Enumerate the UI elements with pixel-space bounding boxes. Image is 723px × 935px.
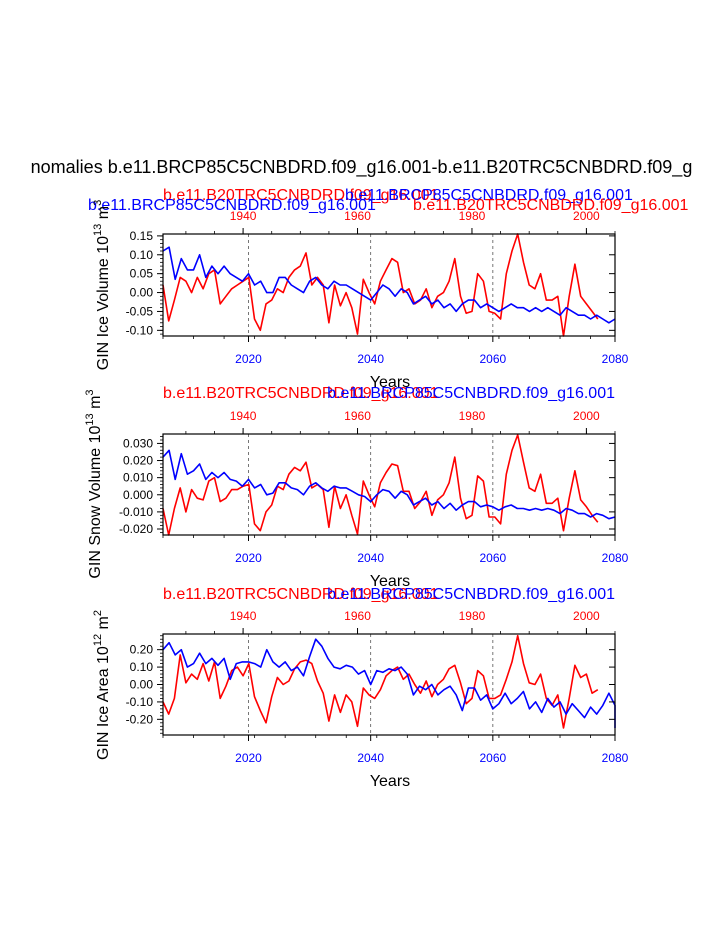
- panel-label-blue: b.e11.BRCP85C5CNBDRD.f09_g16.001: [327, 385, 615, 402]
- y-tick-label: -0.020: [119, 522, 153, 536]
- top-label-red-right: b.e11.B20TRC5CNBDRD.f09_g16.001: [413, 197, 689, 214]
- y-label-unit: m: [95, 616, 112, 634]
- x-top-tick-label: 2000: [573, 209, 600, 223]
- y-tick-label: 0.05: [130, 267, 154, 281]
- y-tick-label: 0.10: [130, 660, 154, 674]
- y-tick-label: 0.030: [123, 436, 153, 450]
- series-line-red: [162, 434, 599, 536]
- x-bottom-tick-label: 2080: [602, 352, 629, 366]
- x-bottom-tick-label: 2060: [479, 352, 506, 366]
- x-bottom-tick-label: 2060: [479, 551, 506, 565]
- x-axis-label: Years: [370, 374, 410, 391]
- series-line-blue: [162, 449, 616, 520]
- x-axis-label: Years: [370, 573, 410, 590]
- top-label-blue: b.e11.BRCP85C5CNBDRD.f09_g16.001: [88, 197, 376, 214]
- y-tick-label: 0.20: [130, 643, 154, 657]
- x-top-tick-label: 1960: [344, 609, 371, 623]
- x-top-tick-label: 1980: [459, 609, 486, 623]
- x-top-tick-label: 1980: [459, 209, 486, 223]
- y-tick-label: -0.10: [126, 323, 154, 337]
- y-label-exponent: 13: [84, 413, 96, 425]
- ice-volume-panel: 0.15 0.10 0.05 0.00 -0.05 -0.10 2020 2040 2060 20…: [92, 200, 629, 391]
- y-label-unit: m: [87, 396, 104, 414]
- y-label-unit-exponent: 2: [92, 610, 104, 616]
- series-line-blue: [162, 246, 616, 324]
- y-label-text: GIN Ice Volume 10: [95, 236, 112, 370]
- x-top-tick-label: 1940: [230, 409, 257, 423]
- x-top-tick-label: 1940: [230, 209, 257, 223]
- panel-label-blue: b.e11.BRCP85C5CNBDRD.f09_g16.001: [327, 586, 615, 603]
- x-top-tick-label: 1960: [344, 409, 371, 423]
- x-bottom-tick-label: 2020: [235, 551, 262, 565]
- y-tick-label: 0.10: [130, 248, 154, 262]
- x-bottom-tick-label: 2040: [357, 551, 384, 565]
- y-axis-label: GIN Snow Volume 1013 m3: [84, 389, 104, 578]
- y-tick-label: -0.010: [119, 505, 153, 519]
- y-tick-label: 0.010: [123, 471, 153, 485]
- x-bottom-tick-label: 2020: [235, 751, 262, 765]
- y-label-exponent: 12: [92, 634, 104, 646]
- x-top-tick-label: 2000: [573, 609, 600, 623]
- y-tick-label: -0.10: [126, 695, 154, 709]
- panel-label-red: b.e11.B20TRC5CNBDRD.f09_g16.001: [163, 385, 439, 402]
- y-label-unit: m: [95, 206, 112, 224]
- x-top-tick-label: 1960: [344, 209, 371, 223]
- series-line-red: [162, 233, 599, 337]
- y-axis-label: GIN Ice Volume 1013 m3: [92, 200, 112, 370]
- x-bottom-tick-label: 2020: [235, 352, 262, 366]
- y-tick-label: 0.020: [123, 454, 153, 468]
- x-top-tick-label: 1980: [459, 409, 486, 423]
- panel-label-red: b.e11.B20TRC5CNBDRD.f09_g16.001: [163, 586, 439, 603]
- x-top-tick-label: 2000: [573, 409, 600, 423]
- main-title: nomalies b.e11.BRCP85C5CNBDRD.f09_g16.00…: [31, 157, 693, 178]
- x-bottom-tick-label: 2040: [357, 352, 384, 366]
- y-label-unit-exponent: 3: [84, 389, 96, 395]
- y-tick-label: -0.20: [126, 712, 154, 726]
- x-top-tick-label: 1940: [230, 609, 257, 623]
- series-line-blue: [162, 638, 616, 728]
- x-bottom-tick-label: 2080: [602, 751, 629, 765]
- x-bottom-tick-label: 2060: [479, 751, 506, 765]
- y-tick-label: 0.00: [130, 678, 154, 692]
- y-tick-label: 0.00: [130, 286, 154, 300]
- series-line-red: [162, 634, 599, 729]
- y-label-text: GIN Ice Area 10: [95, 646, 112, 760]
- y-label-exponent: 13: [92, 224, 104, 236]
- y-tick-label: 0.15: [130, 229, 154, 243]
- x-axis-label: Years: [370, 773, 410, 790]
- y-axis-label: GIN Ice Area 1012 m2: [92, 610, 112, 760]
- top-label-red-left: b.e11.B20TRC5CNBDRD.f09_g16.001: [163, 187, 439, 204]
- y-label-text: GIN Snow Volume 10: [87, 425, 104, 578]
- top-label-blue-right: b.e11.BRCP85C5CNBDRD.f09_g16.001: [345, 187, 633, 204]
- snow-volume-panel: b.e11.B20TRC5CNBDRD.f09_g16.001b.e11.BRC…: [84, 385, 629, 590]
- y-tick-label: 0.000: [123, 488, 153, 502]
- x-bottom-tick-label: 2080: [602, 551, 629, 565]
- x-bottom-tick-label: 2040: [357, 751, 384, 765]
- ice-area-panel: b.e11.B20TRC5CNBDRD.f09_g16.001b.e11.BRC…: [92, 586, 629, 790]
- y-label-unit-exponent: 3: [92, 200, 104, 206]
- y-tick-label: -0.05: [126, 304, 154, 318]
